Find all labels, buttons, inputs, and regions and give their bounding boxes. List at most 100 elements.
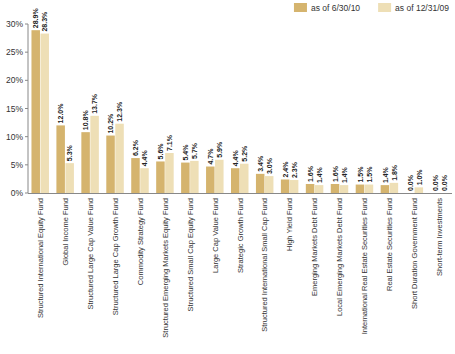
y-tick-label: 30%	[6, 19, 23, 29]
legend-label: as of 6/30/10	[311, 3, 360, 13]
bar	[40, 34, 49, 193]
data-label: 3.0%	[266, 157, 273, 174]
category-label: Large Cap Value Fund	[211, 198, 220, 273]
data-label: 4.7%	[207, 148, 214, 165]
category-label: Structured Large Cap Value Fund	[86, 198, 95, 310]
bars	[31, 30, 423, 193]
bar	[340, 185, 349, 193]
bar	[440, 193, 449, 194]
category-label: Short-term Investments	[435, 198, 444, 276]
category-label: Structured International Equity Fund	[36, 198, 45, 318]
category-label: Real Estate Securities Fund	[385, 198, 394, 291]
data-label: 12.0%	[57, 103, 64, 124]
data-label: 5.6%	[157, 143, 164, 160]
bar	[106, 136, 115, 193]
x-axis	[28, 193, 452, 194]
bar	[315, 185, 324, 193]
bar	[406, 193, 415, 194]
data-label: 1.4%	[382, 166, 389, 183]
legend: as of 6/30/10 as of 12/31/09	[294, 3, 449, 13]
data-label: 2.4%	[282, 161, 289, 178]
data-label: 0.0%	[441, 174, 448, 191]
legend-item: as of 12/31/09	[378, 3, 449, 13]
legend-label: as of 12/31/09	[395, 3, 449, 13]
bar	[365, 185, 374, 193]
data-label: 7.1%	[166, 134, 173, 151]
category-label: Structured International Small Cap Fund	[260, 198, 269, 332]
data-label: 1.6%	[307, 165, 314, 182]
bar	[140, 168, 149, 193]
data-label: 5.3%	[66, 144, 73, 161]
bar	[256, 174, 264, 193]
bar	[281, 179, 290, 193]
y-tick-label: 20%	[6, 75, 23, 85]
data-label: 1.0%	[416, 169, 423, 186]
bar	[131, 158, 140, 193]
data-label: 4.4%	[141, 149, 148, 166]
y-tick-label: 0%	[11, 188, 24, 198]
bar	[381, 185, 390, 193]
bar	[415, 187, 424, 193]
bar	[431, 193, 440, 194]
data-label: 28.3%	[41, 11, 48, 32]
bar	[215, 160, 224, 193]
category-label: Global Income Fund	[61, 198, 70, 266]
category-label: Emerging Markets Debt Fund	[310, 198, 319, 296]
bar	[306, 184, 315, 193]
bar	[231, 168, 240, 193]
bar	[206, 167, 215, 193]
data-label: 0.0%	[407, 174, 414, 191]
bar	[265, 176, 274, 193]
data-label: 10.2%	[107, 113, 114, 134]
data-label: 1.5%	[357, 166, 364, 183]
category-label: Structured Small Cap Equity Fund	[186, 198, 195, 311]
data-label: 1.6%	[332, 165, 339, 182]
data-label: 5.4%	[182, 144, 189, 161]
data-label: 1.8%	[391, 164, 398, 181]
data-label: 5.2%	[241, 145, 248, 162]
data-label: 1.5%	[366, 166, 373, 183]
y-axis	[28, 24, 29, 193]
category-label: Commodity Strategy Fund	[136, 198, 145, 285]
category-label: Structured Large Cap Growth Fund	[111, 198, 120, 315]
bar	[115, 124, 124, 193]
bar	[240, 164, 249, 193]
data-label: 6.2%	[132, 139, 139, 156]
bar	[181, 163, 190, 193]
data-labels: 28.9%28.3% 12.0% 5.3% 10.8%13.7% 10.2%12.3% 6…	[32, 8, 447, 191]
y-tick-label: 15%	[6, 104, 23, 114]
y-tick-label: 25%	[6, 47, 23, 57]
category-label: Short Duration Government Fund	[410, 198, 419, 309]
y-tick-label: 5%	[11, 160, 24, 170]
bar	[81, 132, 90, 193]
data-label: 12.3%	[116, 101, 123, 122]
category-label: Strategic Growth Fund	[236, 198, 245, 273]
bar	[290, 180, 299, 193]
data-label: 5.7%	[191, 142, 198, 159]
category-label: Local Emerging Markets Debt Fund	[335, 198, 344, 316]
bar	[331, 184, 340, 193]
bar	[90, 116, 99, 193]
data-label: 3.4%	[257, 155, 264, 172]
legend-item: as of 6/30/10	[294, 3, 360, 13]
data-label: 0.0%	[432, 174, 439, 191]
data-label: 2.3%	[291, 161, 298, 178]
data-label: 4.4%	[232, 149, 239, 166]
bar	[390, 183, 399, 193]
legend-swatch	[294, 3, 307, 12]
data-label: 1.4%	[341, 166, 348, 183]
category-label: High Yield Fund	[285, 198, 294, 251]
data-label: 13.7%	[91, 93, 98, 114]
data-label: 28.9%	[32, 8, 39, 29]
bar	[190, 161, 199, 193]
bar	[65, 163, 74, 193]
chart: 0% 5% 10% 15% 20% 25% 30% 28.9%28.3% 12.0% 5.3% 10…	[0, 0, 455, 354]
category-label: International Real Estate Securities Fun…	[360, 198, 369, 334]
category-label: Structured Emerging Markets Equity Fund	[161, 198, 170, 338]
bar	[156, 161, 165, 193]
y-tick-label: 10%	[6, 132, 23, 142]
bar	[165, 153, 174, 193]
data-label: 1.4%	[316, 166, 323, 183]
data-label: 5.9%	[216, 141, 223, 158]
data-label: 10.8%	[82, 110, 89, 131]
